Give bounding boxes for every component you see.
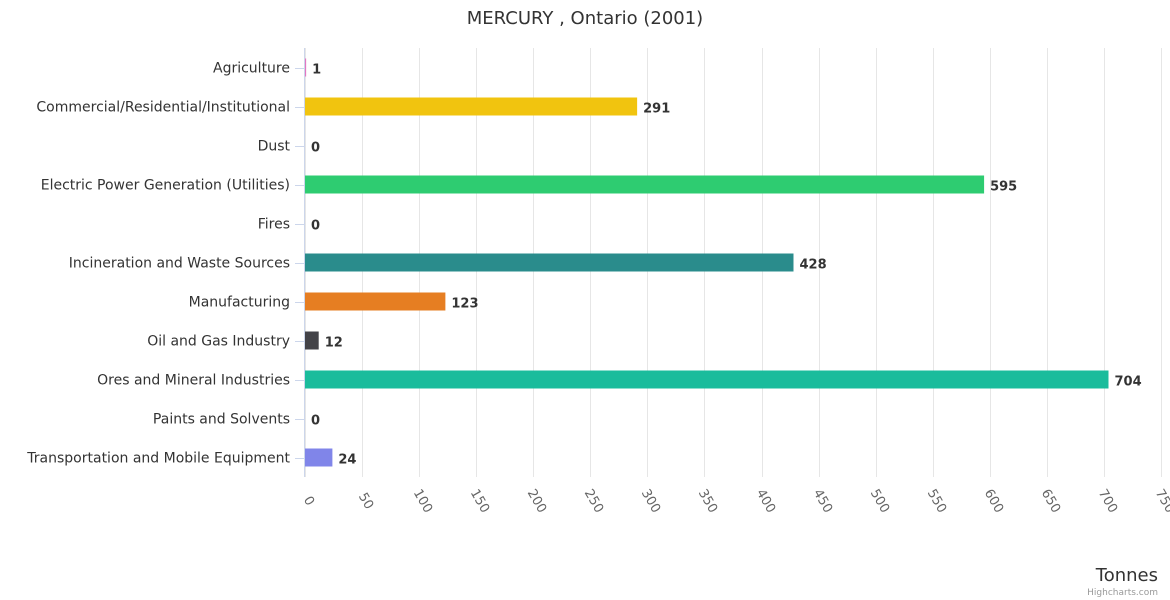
category-label: Fires — [258, 217, 290, 233]
data-label: 0 — [311, 141, 320, 156]
category-label: Manufacturing — [189, 295, 290, 311]
value-axis: 0 50 100 150 200 250 300 350 400 450 500 550 600 650 7… — [300, 487, 1170, 516]
chart-title: MERCURY , Ontario (2001) — [467, 8, 703, 29]
data-label: 1 — [312, 63, 321, 78]
data-label: 0 — [311, 414, 320, 429]
bar[interactable] — [305, 253, 794, 272]
category-label: Agriculture — [213, 61, 290, 77]
data-label: 291 — [643, 102, 670, 117]
data-label: 123 — [451, 297, 478, 312]
category-label: Commercial/Residential/Institutional — [36, 100, 290, 116]
x-tick-label: 0 — [300, 494, 317, 509]
data-label: 428 — [799, 258, 826, 273]
category-label: Electric Power Generation (Utilities) — [41, 178, 290, 194]
data-label: 0 — [311, 219, 320, 234]
bar[interactable] — [305, 58, 307, 77]
data-label: 24 — [338, 453, 356, 468]
x-tick-label: 100 — [410, 487, 435, 516]
category-label: Paints and Solvents — [153, 412, 290, 428]
bar[interactable] — [305, 292, 446, 311]
x-tick-label: 650 — [1038, 487, 1063, 516]
data-label: 704 — [1114, 375, 1141, 390]
x-tick-label: 300 — [638, 487, 663, 516]
data-labels: 1 291 0 595 0 428 123 12 704 0 24 — [311, 63, 1142, 468]
category-label: Transportation and Mobile Equipment — [26, 451, 290, 467]
x-tick-label: 250 — [581, 487, 606, 516]
bar-series — [305, 58, 1109, 467]
x-tick-label: 550 — [924, 487, 949, 516]
x-tick-label: 150 — [467, 487, 492, 516]
category-label: Dust — [258, 139, 291, 155]
bar[interactable] — [305, 331, 319, 350]
x-tick-label: 200 — [524, 487, 549, 516]
data-label: 12 — [325, 336, 343, 351]
credits-link[interactable]: Highcharts.com — [1087, 588, 1158, 598]
x-tick-label: 350 — [695, 487, 720, 516]
x-axis-title: Tonnes — [1095, 565, 1158, 586]
x-tick-label: 700 — [1095, 487, 1120, 516]
x-tick-label: 400 — [753, 487, 778, 516]
x-tick-label: 500 — [867, 487, 892, 516]
category-label: Ores and Mineral Industries — [97, 373, 290, 389]
bar[interactable] — [305, 370, 1109, 389]
bar[interactable] — [305, 175, 985, 194]
category-label: Oil and Gas Industry — [147, 334, 290, 350]
x-tick-label: 750 — [1152, 487, 1170, 516]
x-tick-label: 50 — [355, 490, 376, 512]
data-label: 595 — [990, 180, 1017, 195]
bar[interactable] — [305, 97, 638, 116]
x-tick-label: 600 — [981, 487, 1006, 516]
x-tick-label: 450 — [810, 487, 835, 516]
category-label: Incineration and Waste Sources — [69, 256, 290, 272]
category-axis: Agriculture Commercial/Residential/Instit… — [26, 48, 305, 477]
bar[interactable] — [305, 448, 333, 467]
